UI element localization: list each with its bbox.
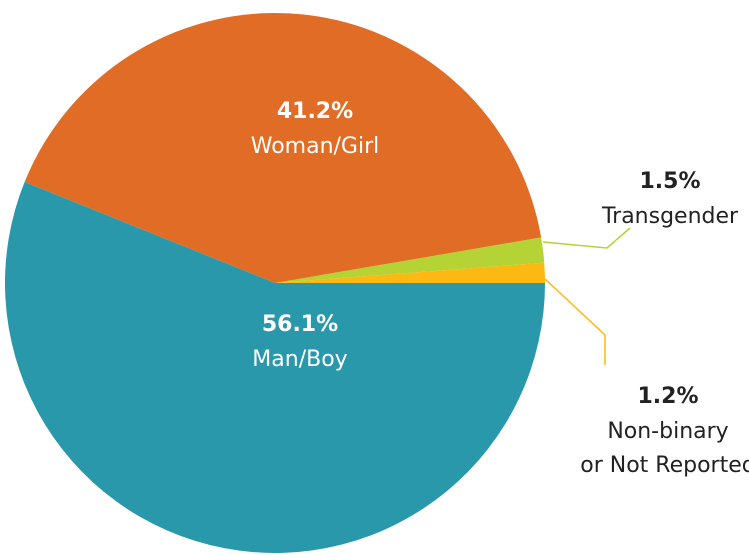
slices xyxy=(4,13,545,554)
leader-line xyxy=(544,278,606,365)
category-label-line: Woman/Girl xyxy=(251,134,380,159)
pie-slice xyxy=(24,13,542,284)
value-label: 41.2% xyxy=(277,99,353,124)
value-label: 1.5% xyxy=(639,169,700,194)
category-label-line: Man/Boy xyxy=(252,347,347,372)
category-label: Man/Boy xyxy=(252,347,347,372)
pie-slice xyxy=(275,262,545,283)
pie-slice xyxy=(4,182,545,554)
leader-line xyxy=(542,227,631,249)
category-label-line: Transgender xyxy=(601,204,739,229)
category-label: Non-binary or Not Reported xyxy=(580,419,749,478)
value-label: 56.1% xyxy=(262,312,338,337)
category-label-line: or Not Reported xyxy=(580,453,749,478)
category-label: Woman/Girl xyxy=(251,134,380,159)
pie-slice xyxy=(275,237,545,283)
category-label-line: Non-binary xyxy=(607,419,728,444)
value-label: 1.2% xyxy=(637,384,698,409)
category-label: Transgender xyxy=(601,204,739,229)
